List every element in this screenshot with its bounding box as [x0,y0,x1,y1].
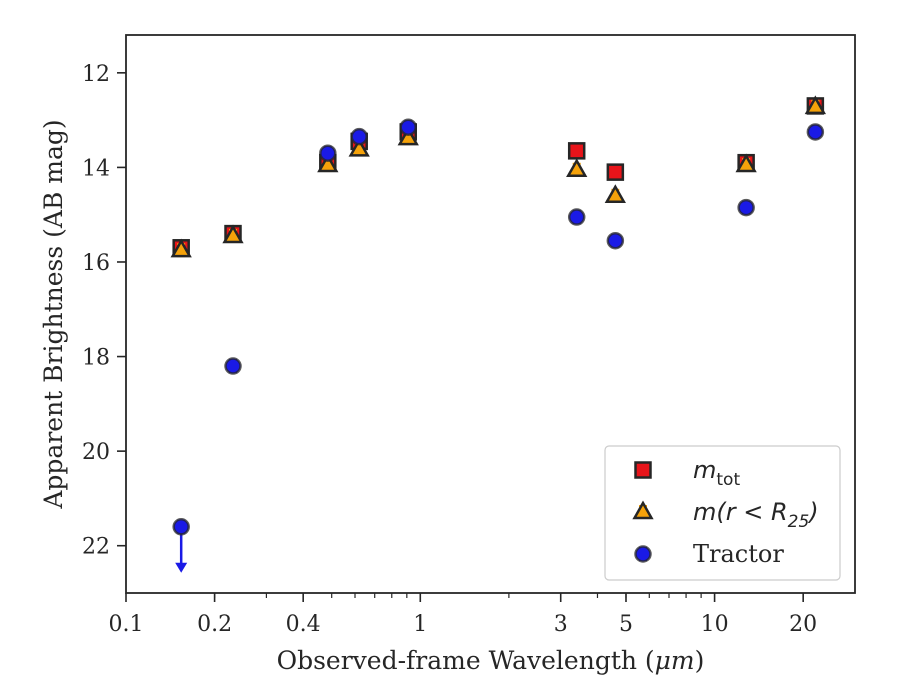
point-mr25-triangle [170,238,192,258]
y-axis-title: Apparent Brightness (AB mag) [39,119,68,509]
point-tractor-circle [737,198,755,217]
legend-label-mtot: mtot [693,456,740,490]
point-mtot [567,142,586,160]
point-tractor-circle [224,357,242,375]
point-tractor [567,208,586,226]
point-tractor [350,127,368,146]
point-mtot [606,163,625,181]
point-mr25 [222,224,244,244]
point-mr25 [170,238,192,258]
legend-label-main: m(r < R [693,498,788,526]
legend-label-mr25: m(r < R25) [693,498,819,532]
point-tractor-circle [172,518,190,536]
point-tractor-circle [399,118,417,136]
point-mr25 [604,184,626,204]
legend-marker-mtot [634,461,652,479]
point-mr25-triangle [317,153,339,173]
point-tractor [224,357,242,375]
point-tractor [737,198,755,217]
legend-label-subscript: 25 [788,512,810,532]
legend-label-tractor: Tractor [693,540,784,568]
x-tick-label: 20 [789,612,817,637]
point-mr25-triangle [397,126,419,146]
legend-label-subscript: tot [716,470,740,490]
point-tractor-circle [606,231,625,250]
point-mr25 [735,153,757,173]
x-tick-label: 3 [554,612,568,637]
point-tractor-circle [350,127,368,146]
legend-marker-mtot-square [634,461,652,479]
point-mr25-triangle [348,137,370,157]
x-axis-title-prefix: Observed-frame Wavelength ( [277,646,655,675]
legend-label-main: m [693,456,716,484]
y-tick-label: 22 [82,535,110,560]
x-tick-label: 1 [413,612,427,637]
y-tick-label: 18 [82,346,110,371]
series-tractor [172,118,825,573]
legend-label-tail: ) [807,498,818,526]
upper-limit-arrowhead [175,562,188,573]
point-tractor [806,123,825,141]
point-mtot-square [567,142,586,160]
x-tick-label: 5 [619,612,633,637]
y-tick-label: 12 [82,62,110,87]
y-tick-label: 14 [82,156,110,181]
x-axis-title-suffix: ) [695,646,705,675]
legend-marker-mr25-triangle [632,500,654,520]
x-axis-title-unit: μm [655,646,695,675]
point-tractor-circle [319,144,337,162]
axis-ticks: 0.1 0.2 0.4 1 3 5 10 20 12 14 16 18 20 22 [82,62,817,637]
series-mr25 [170,95,827,258]
point-mr25 [397,126,419,146]
point-tractor-circle [567,208,586,226]
y-tick-label: 20 [82,440,110,465]
x-tick-label: 0.4 [286,612,321,637]
legend-marker-tractor-circle [634,545,652,563]
point-mr25 [566,158,588,178]
point-mr25-triangle [735,153,757,173]
point-tractor [606,231,625,250]
point-mr25-triangle [222,224,244,244]
x-tick-label: 10 [701,612,729,637]
point-mr25-triangle [604,184,626,204]
x-axis-title: Observed-frame Wavelength (μm) [277,646,705,675]
point-tractor [172,518,190,536]
point-tractor [319,144,337,162]
legend-box [604,445,841,581]
plot-area [170,95,827,573]
point-tractor [399,118,417,136]
point-mtot-square [606,163,625,181]
x-tick-label: 0.2 [197,612,232,637]
legend: mtot m(r < R25) Tractor [604,445,841,581]
plot-frame [125,34,856,594]
x-tick-label: 0.1 [109,612,144,637]
point-mr25-triangle [804,95,827,115]
point-tractor-circle [806,123,825,141]
y-tick-label: 16 [82,251,110,276]
legend-marker-tractor [634,545,652,563]
point-mr25 [804,95,827,115]
legend-marker-mr25 [632,500,654,520]
point-mr25-triangle [566,158,588,178]
